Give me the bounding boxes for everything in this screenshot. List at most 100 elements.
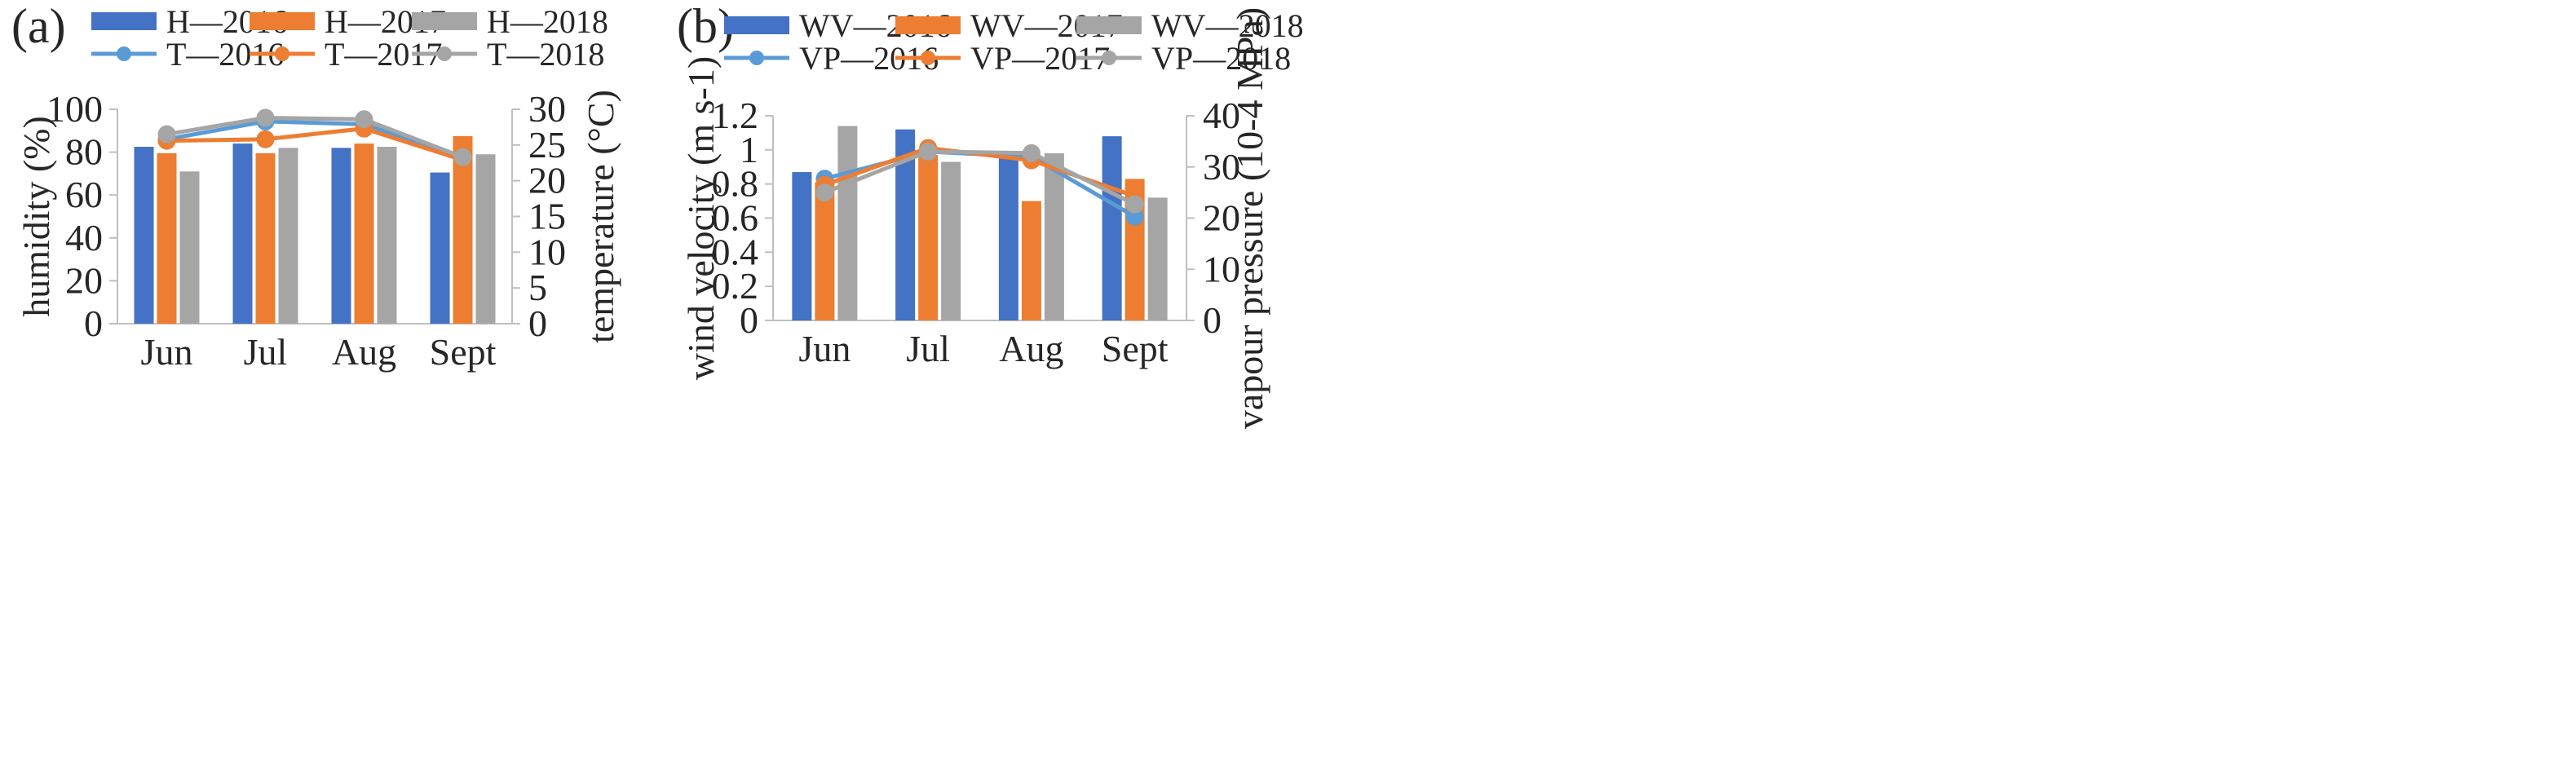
y-axis-title: humidity (%) bbox=[15, 116, 57, 317]
line-point bbox=[256, 108, 275, 127]
y2-tick-label: 0 bbox=[528, 303, 547, 344]
y-axis-title: wind velocity (m s-1) bbox=[680, 56, 722, 380]
bar bbox=[255, 152, 276, 324]
legend-marker bbox=[1102, 51, 1116, 65]
lines bbox=[815, 139, 1144, 226]
legend-item: VP—2018 bbox=[1076, 40, 1291, 77]
y2-axis-title: vapour pressure (10-4 MPa) bbox=[1229, 7, 1270, 429]
bar bbox=[1021, 201, 1041, 320]
series-line bbox=[166, 116, 464, 160]
bar bbox=[998, 155, 1018, 320]
legend-swatch bbox=[250, 12, 315, 30]
legend-swatch bbox=[1076, 16, 1142, 34]
legend-marker bbox=[749, 51, 764, 65]
y2-tick-label: 30 bbox=[1203, 146, 1240, 188]
y-tick-label: 40 bbox=[65, 217, 103, 258]
bar bbox=[815, 182, 835, 320]
bar bbox=[134, 147, 154, 324]
y-tick-label: 0.2 bbox=[712, 265, 759, 307]
legend-swatch bbox=[895, 16, 961, 34]
bar bbox=[354, 144, 374, 324]
y2-tick-label: 20 bbox=[528, 160, 566, 201]
panel-label: (a) bbox=[11, 0, 66, 53]
bar bbox=[278, 148, 298, 324]
y2-tick-label: 10 bbox=[528, 231, 566, 272]
y-tick-label: 0 bbox=[740, 299, 758, 341]
y-tick-label: 1 bbox=[740, 129, 758, 170]
x-tick-label: Jul bbox=[906, 328, 950, 369]
bar bbox=[157, 152, 177, 324]
line-point bbox=[453, 148, 472, 166]
y-tick-label: 1.2 bbox=[712, 95, 759, 136]
line-point bbox=[355, 110, 373, 129]
legend-marker bbox=[275, 46, 289, 61]
legend-label: WV—2018 bbox=[1151, 7, 1304, 44]
x-tick-label: Sept bbox=[430, 331, 497, 373]
series-line bbox=[166, 119, 464, 160]
legend-marker bbox=[921, 51, 935, 65]
series-line bbox=[824, 149, 1136, 206]
legend-label: H—2018 bbox=[487, 3, 608, 40]
line-point bbox=[919, 142, 938, 161]
legend-item: H—2018 bbox=[412, 3, 608, 40]
series-line bbox=[824, 149, 1136, 219]
x-tick-label: Jun bbox=[141, 331, 193, 373]
x-tick-label: Aug bbox=[999, 328, 1063, 369]
y-tick-label: 20 bbox=[65, 259, 103, 301]
legend-swatch bbox=[91, 12, 157, 30]
y2-tick-label: 0 bbox=[1203, 299, 1222, 341]
x-tick-label: Aug bbox=[332, 331, 396, 373]
y2-tick-label: 25 bbox=[528, 124, 566, 166]
legend-swatch bbox=[724, 16, 789, 34]
bar bbox=[918, 155, 939, 320]
bar bbox=[377, 147, 397, 324]
bar bbox=[331, 148, 351, 324]
bar bbox=[837, 126, 858, 320]
legend-marker bbox=[117, 46, 131, 61]
legend-item: WV—2018 bbox=[1076, 7, 1304, 44]
bar bbox=[1102, 136, 1122, 320]
line-point bbox=[157, 125, 176, 144]
y-tick-label: 0.8 bbox=[712, 163, 759, 205]
bar bbox=[792, 172, 812, 320]
y2-tick-label: 5 bbox=[528, 267, 547, 308]
y-tick-label: 0.4 bbox=[712, 231, 759, 272]
legend-swatch bbox=[412, 12, 477, 30]
legend-item: WV—2017 bbox=[895, 7, 1123, 44]
y-tick-label: 0 bbox=[84, 303, 103, 344]
bar bbox=[179, 171, 200, 324]
y2-tick-label: 15 bbox=[528, 196, 566, 237]
y2-tick-label: 30 bbox=[528, 88, 566, 130]
y2-tick-label: 10 bbox=[1203, 248, 1240, 289]
bars bbox=[134, 135, 496, 324]
bar bbox=[232, 144, 253, 324]
line-point bbox=[1022, 144, 1041, 162]
bar bbox=[475, 154, 496, 324]
y-tick-label: 60 bbox=[65, 174, 103, 215]
x-tick-label: Sept bbox=[1102, 328, 1169, 369]
bar bbox=[430, 172, 450, 324]
legend-label: T—2018 bbox=[487, 36, 604, 73]
legend-label: VP—2018 bbox=[1151, 40, 1291, 77]
lines bbox=[157, 108, 472, 170]
y-tick-label: 0.6 bbox=[712, 197, 759, 239]
line-point bbox=[1125, 207, 1144, 226]
line-point bbox=[1125, 195, 1144, 214]
bars bbox=[792, 126, 1168, 320]
series-line bbox=[166, 126, 464, 162]
line-point bbox=[256, 130, 275, 148]
x-tick-label: Jun bbox=[798, 328, 851, 369]
x-tick-label: Jul bbox=[244, 331, 288, 373]
y2-tick-label: 20 bbox=[1203, 197, 1240, 239]
line-point bbox=[815, 183, 834, 202]
legend-marker bbox=[437, 46, 452, 61]
legend-item: T—2018 bbox=[412, 36, 604, 73]
bar bbox=[941, 161, 961, 320]
